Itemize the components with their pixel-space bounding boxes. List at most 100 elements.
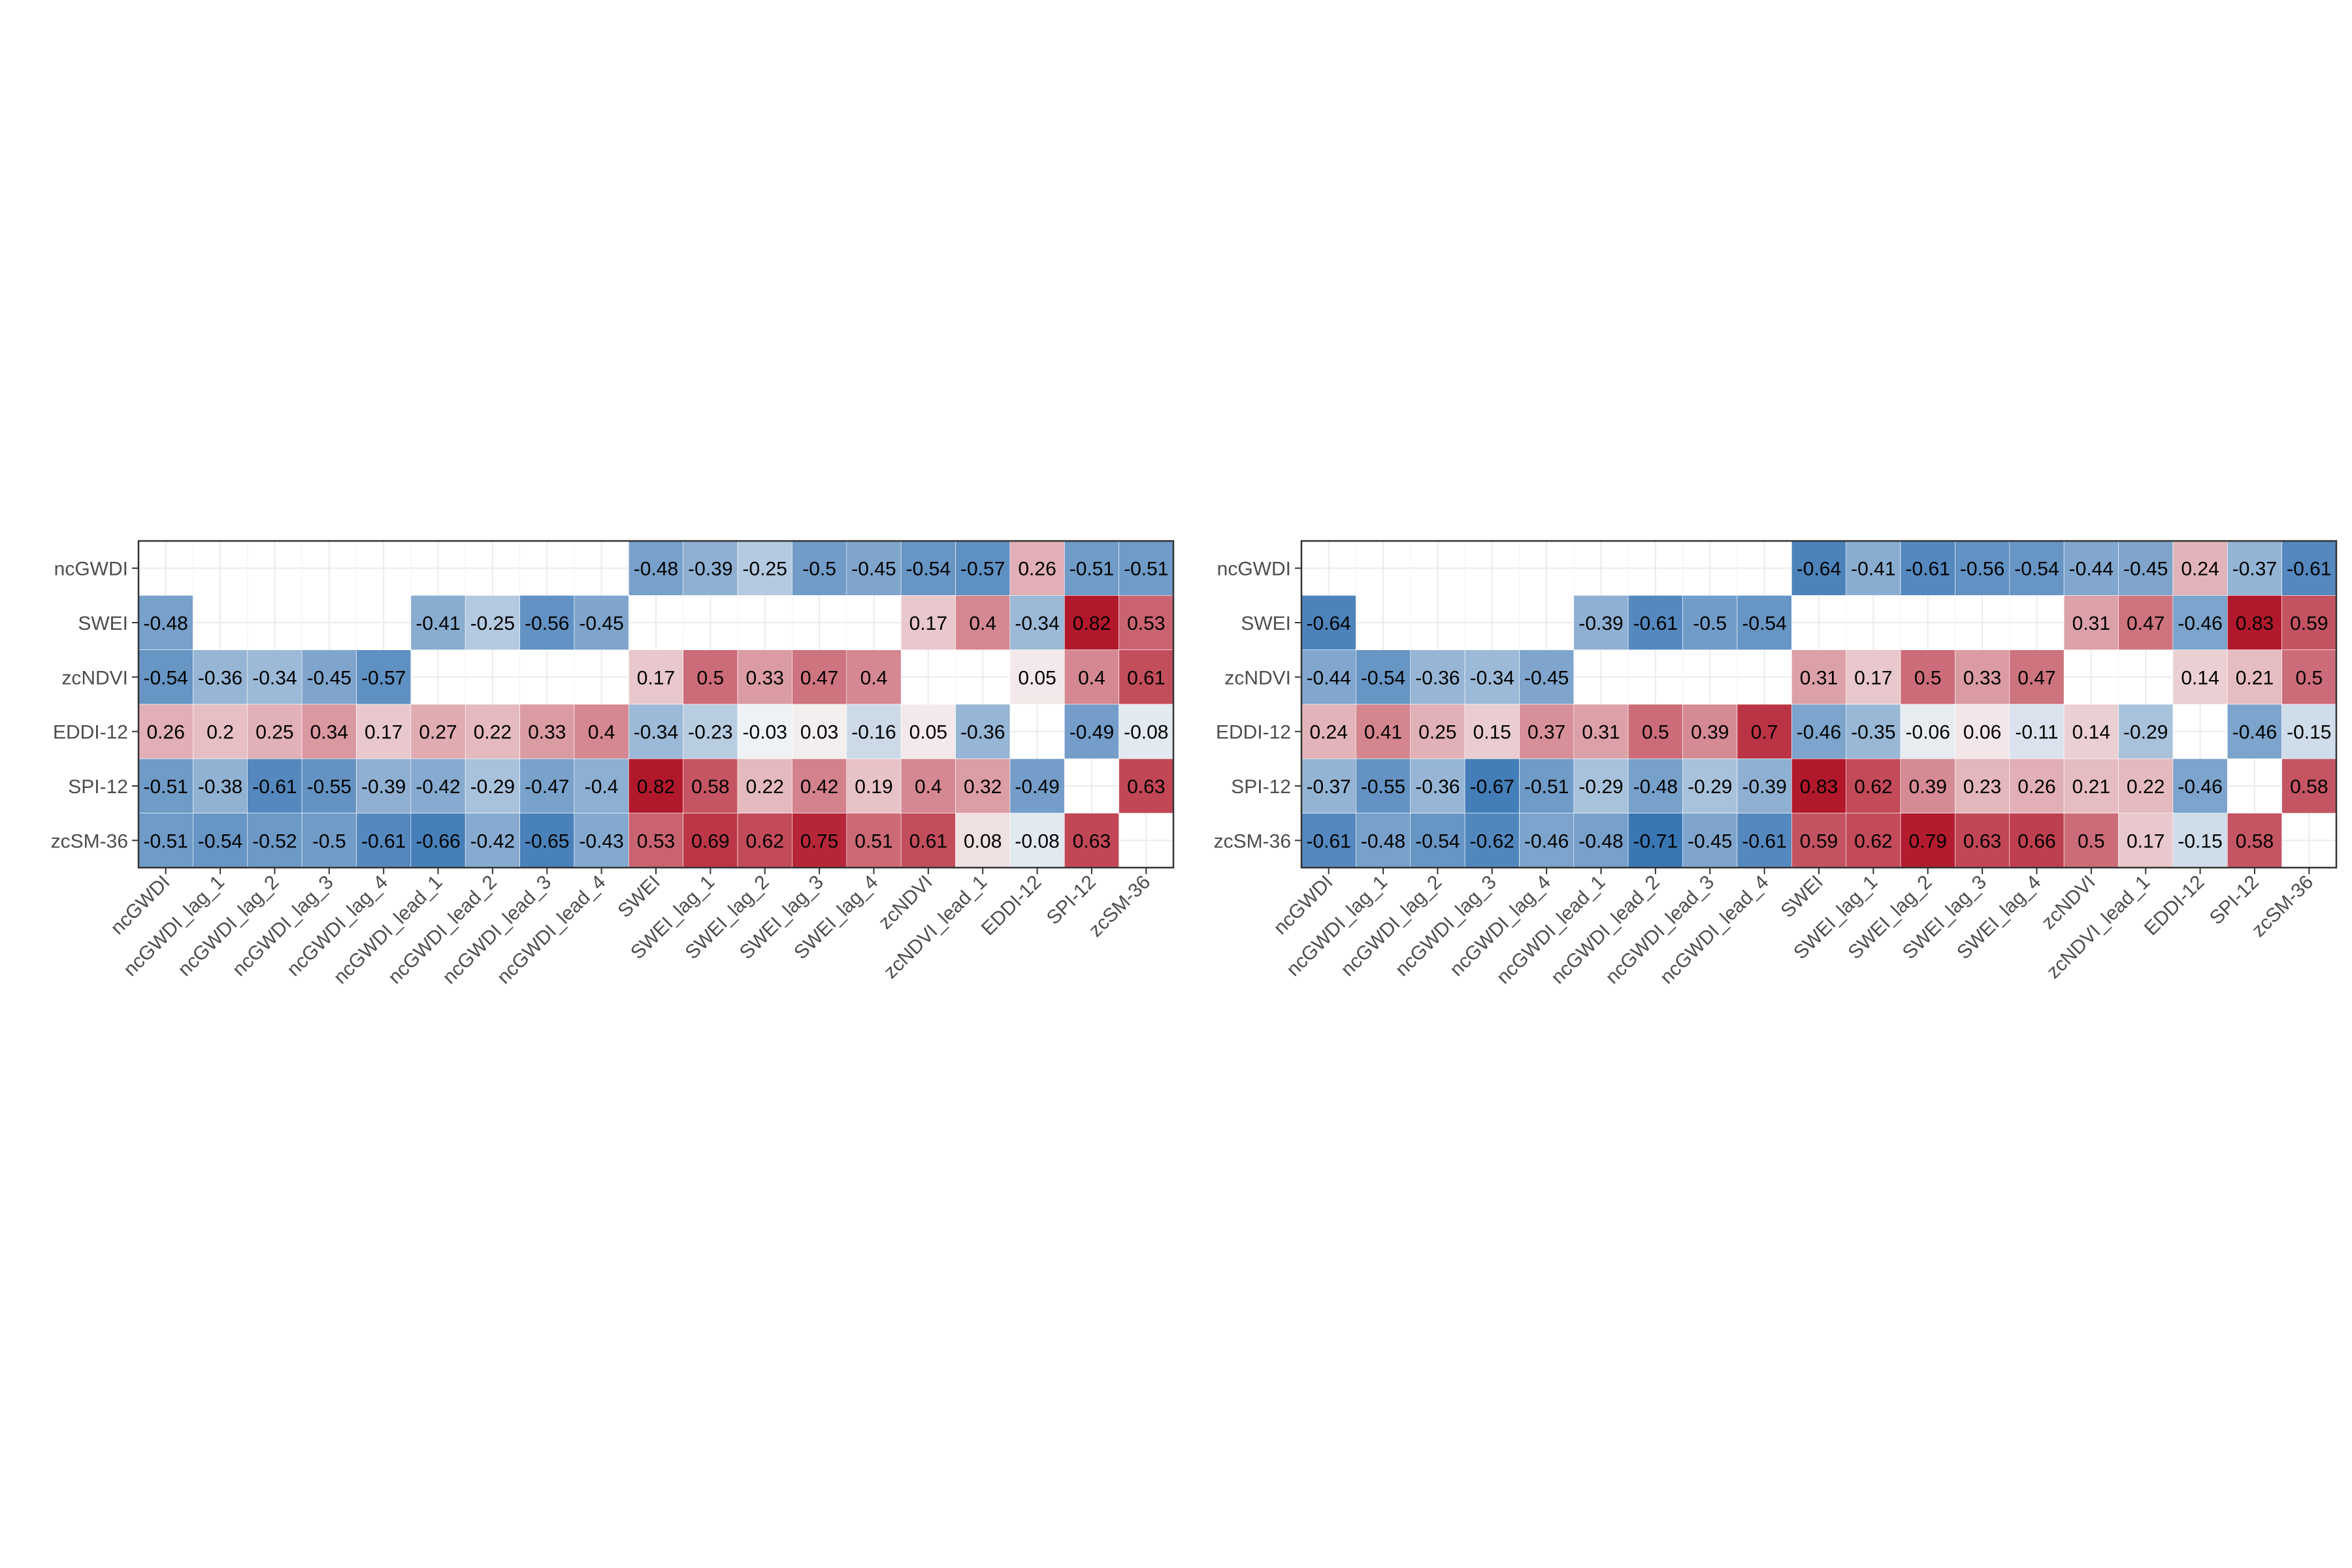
heatmap-cells: -0.48 -0.39 -0.25 -0.5 -0.45 -0.54 -0.57 0.26 -0… (138, 540, 1174, 868)
cell-value-label: 0.61 (1127, 667, 1165, 689)
cell-value-label: 0.31 (1800, 667, 1838, 689)
heatmap-cell (2063, 759, 2119, 813)
heatmap-cell (955, 595, 1011, 650)
cell-value-label: 0.17 (365, 722, 402, 743)
cell-value-label: 0.5 (1642, 722, 1669, 743)
heatmap-cell (1119, 759, 1174, 813)
cell-value-label: 0.31 (1582, 722, 1620, 743)
heatmap-cell (301, 759, 357, 813)
cell-value-label: -0.25 (470, 613, 515, 634)
heatmap-cell (1356, 759, 1411, 813)
y-tick-label: SWEI (78, 613, 128, 634)
y-tick-label: zcNDVI (61, 667, 128, 689)
cell-value-label: -0.66 (416, 830, 460, 852)
heatmap-cell (1464, 704, 1520, 759)
heatmap-cell (1519, 759, 1575, 813)
heatmap-cell (1846, 704, 1901, 759)
y-tick-label: SWEI (1241, 613, 1291, 634)
cell-value-label: 0.23 (1963, 776, 2001, 798)
cell-value-label: -0.29 (1688, 776, 1732, 798)
heatmap-cell (247, 813, 302, 868)
cell-value-label: 0.17 (909, 613, 947, 634)
cell-value-label: -0.54 (1742, 613, 1786, 634)
heatmap-cell (410, 813, 466, 868)
heatmap-cell (955, 704, 1011, 759)
y-tick-label: ncGWDI (1217, 559, 1291, 580)
cell-value-label: 0.39 (1691, 722, 1729, 743)
heatmap-cell (2227, 649, 2282, 705)
heatmap-cell (1955, 759, 2010, 813)
heatmap-cell (1519, 649, 1575, 705)
cell-value-label: -0.51 (1524, 776, 1569, 798)
cell-value-label: 0.83 (2236, 613, 2274, 634)
y-tick-label: EDDI-12 (1216, 722, 1291, 743)
cell-value-label: 0.17 (2127, 830, 2164, 852)
cell-value-label: -0.15 (2287, 722, 2331, 743)
cell-value-label: -0.48 (1578, 830, 1623, 852)
heatmap-cell (1955, 649, 2010, 705)
heatmap-cell (138, 595, 193, 650)
heatmap-cell (683, 704, 738, 759)
y-tick-label: SPI-12 (1231, 776, 1291, 798)
cell-value-label: -0.61 (1306, 830, 1350, 852)
heatmap-cell (356, 649, 412, 705)
heatmap-panel-right: -0.64 -0.41 -0.61 -0.56 -0.54 -0.44 -0.45 0.24-… (1214, 540, 2338, 988)
heatmap-cell (900, 813, 956, 868)
heatmap-cell (846, 649, 902, 705)
cell-value-label: -0.03 (743, 722, 787, 743)
cell-value-label: -0.39 (1578, 613, 1623, 634)
heatmap-cell (1682, 704, 1738, 759)
cell-value-label: 0.08 (964, 830, 1002, 852)
cell-value-label: -0.55 (1361, 776, 1405, 798)
cell-value-label: -0.46 (2232, 722, 2277, 743)
cell-value-label: 0.24 (2181, 559, 2219, 580)
cell-value-label: -0.61 (1742, 830, 1786, 852)
cell-value-label: -0.25 (743, 559, 787, 580)
heatmap-cell (2063, 813, 2119, 868)
cell-value-label: -0.61 (1633, 613, 1678, 634)
cell-value-label: 0.47 (800, 667, 838, 689)
cell-value-label: -0.37 (1306, 776, 1350, 798)
heatmap-cell (1064, 540, 1119, 596)
cell-value-label: 0.4 (1078, 667, 1105, 689)
heatmap-cell (1791, 704, 1846, 759)
heatmap-cell (1846, 813, 1901, 868)
cell-value-label: -0.45 (1524, 667, 1569, 689)
heatmap-cell (1573, 704, 1629, 759)
heatmap-cell (1955, 540, 2010, 596)
heatmap-cell (1900, 759, 1955, 813)
heatmap-cell (900, 759, 956, 813)
cell-value-label: -0.4 (585, 776, 619, 798)
heatmap-cell (1301, 595, 1356, 650)
heatmap-cell (2227, 704, 2282, 759)
heatmap-cell (2009, 649, 2065, 705)
heatmap-cell (900, 595, 956, 650)
heatmap-cell (1791, 759, 1846, 813)
heatmap-cell (1009, 649, 1065, 705)
cell-value-label: -0.34 (634, 722, 678, 743)
heatmap-cell (737, 813, 792, 868)
cell-value-label: 0.59 (1800, 830, 1838, 852)
heatmap-cell (737, 759, 792, 813)
heatmap-cell (1846, 649, 1901, 705)
heatmap-cell (1301, 704, 1356, 759)
cell-value-label: 0.37 (1527, 722, 1565, 743)
heatmap-cell (2118, 595, 2174, 650)
heatmap-cell (2118, 540, 2174, 596)
cell-value-label: -0.06 (1906, 722, 1950, 743)
heatmap-cell (1573, 595, 1629, 650)
heatmap-cell (465, 704, 520, 759)
heatmap-cell (356, 759, 412, 813)
heatmap-cell (1009, 759, 1065, 813)
heatmap-cell (1410, 813, 1465, 868)
heatmap-cell (301, 649, 357, 705)
cell-value-label: 0.7 (1751, 722, 1778, 743)
heatmap-cell (2172, 649, 2228, 705)
cell-value-label: -0.36 (1415, 667, 1460, 689)
cell-value-label: 0.83 (1800, 776, 1838, 798)
cell-value-label: 0.5 (697, 667, 725, 689)
heatmap-cell (1900, 540, 1955, 596)
cell-value-label: -0.41 (1851, 559, 1895, 580)
heatmap-cell (1791, 649, 1846, 705)
cell-value-label: -0.48 (1633, 776, 1678, 798)
